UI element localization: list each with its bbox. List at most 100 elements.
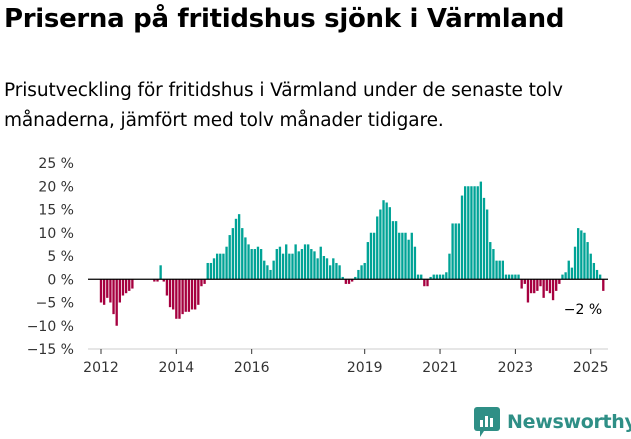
bar: [253, 249, 256, 280]
bar: [448, 253, 451, 280]
bar: [325, 258, 329, 280]
bar: [476, 186, 479, 280]
x-axis: 2012 2014 2016 2019 2021 2023 2025: [83, 348, 609, 376]
bar: [498, 260, 501, 280]
bar: [435, 274, 439, 280]
bar: [545, 279, 548, 291]
brand-name: Newsworthy: [507, 411, 631, 433]
bar: [153, 279, 156, 282]
bar: [592, 262, 596, 280]
bar: [548, 279, 552, 294]
bar: [278, 246, 282, 280]
bar: [558, 279, 561, 284]
y-axis: 25 % 20 % 15 % 10 % 5 % 0 % −5 % −10 % −15 %: [27, 156, 74, 358]
x-tick-label: 2023: [498, 360, 534, 376]
bar: [570, 267, 574, 280]
bar: [102, 279, 106, 305]
bar: [501, 260, 504, 280]
bar: [438, 274, 442, 280]
bar: [426, 279, 429, 287]
bar: [222, 253, 225, 280]
bar: [297, 251, 300, 280]
x-tick-label: 2019: [347, 360, 383, 376]
bar: [423, 279, 426, 287]
y-tick-label: −15 %: [27, 342, 74, 358]
y-tick-label: 5 %: [47, 249, 74, 265]
bar: [360, 265, 363, 280]
bar: [404, 232, 407, 280]
bar: [172, 279, 175, 310]
bar: [313, 251, 316, 280]
bar-chart: 25 % 20 % 15 % 10 % 5 % 0 % −5 % −10 % −15 % 201…: [27, 156, 609, 376]
bar: [131, 279, 134, 289]
bar: [363, 262, 366, 280]
bar: [237, 214, 241, 280]
bar: [212, 258, 216, 280]
bar: [379, 209, 382, 280]
bar: [539, 279, 542, 287]
bar: [159, 265, 162, 280]
bar: [429, 276, 432, 280]
bar: [470, 186, 473, 280]
bar: [197, 279, 200, 305]
bar: [536, 279, 539, 291]
bar: [228, 235, 231, 280]
bar: [382, 200, 385, 280]
bar: [420, 274, 423, 280]
bar: [555, 279, 558, 291]
y-tick-label: 10 %: [38, 226, 74, 242]
bar: [194, 279, 197, 310]
bar: [209, 262, 213, 280]
bar: [451, 223, 454, 280]
bar: [190, 279, 194, 310]
bar: [542, 279, 545, 298]
bar: [457, 223, 461, 280]
bar: [115, 279, 118, 326]
bar: [385, 202, 388, 280]
bar: [263, 260, 266, 280]
bar: [577, 228, 580, 280]
x-tick-label: 2021: [422, 360, 458, 376]
bar: [269, 269, 272, 280]
bar: [234, 218, 238, 280]
bar: [489, 242, 492, 280]
bar: [398, 232, 401, 280]
bar-chart-logo-icon: [474, 407, 500, 437]
bar: [332, 258, 335, 280]
bar: [275, 249, 278, 280]
bar: [341, 276, 344, 280]
bar: [156, 279, 159, 282]
bar: [526, 279, 530, 303]
y-tick-label: −5 %: [36, 296, 74, 312]
bar: [369, 232, 373, 280]
y-tick-label: 25 %: [38, 156, 74, 172]
bar: [473, 186, 476, 280]
x-tick-label: 2014: [159, 360, 195, 376]
bar: [124, 279, 128, 294]
bar: [561, 274, 564, 280]
bar: [241, 228, 244, 280]
bar: [602, 279, 605, 291]
chart-title: Priserna på fritidshus sjönk i Värmland: [4, 4, 565, 34]
bar: [567, 260, 570, 280]
bar: [533, 279, 536, 294]
bar: [168, 279, 172, 308]
bar: [344, 279, 348, 284]
bar: [460, 195, 464, 280]
bar: [432, 274, 435, 280]
bar: [410, 232, 413, 280]
bar: [272, 260, 275, 280]
bar: [316, 258, 319, 280]
bar: [495, 260, 498, 280]
bar: [442, 274, 445, 280]
bar: [203, 279, 206, 284]
bar: [200, 279, 203, 287]
bar: [445, 272, 448, 280]
bar: [482, 197, 486, 280]
newsworthy-logo: Newsworthy: [474, 405, 631, 439]
bar: [109, 279, 112, 303]
bar: [520, 279, 523, 289]
bar: [291, 253, 294, 280]
bar: [354, 276, 357, 280]
bar: [215, 253, 219, 280]
